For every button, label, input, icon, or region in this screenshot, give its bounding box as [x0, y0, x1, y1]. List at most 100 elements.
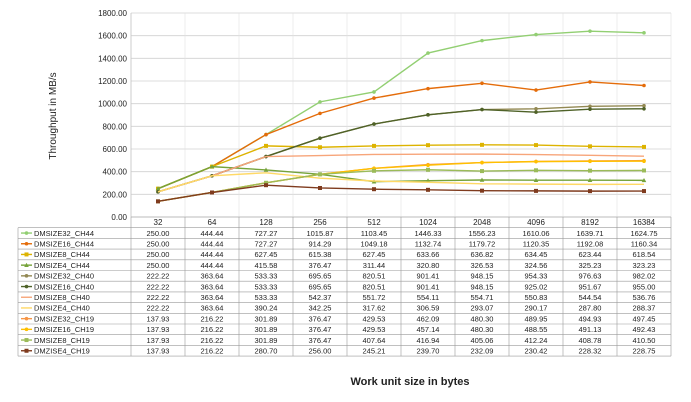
data-label: 1049.18 — [360, 240, 387, 249]
data-point — [426, 163, 430, 167]
data-label: 342.25 — [309, 304, 332, 313]
data-point — [372, 122, 376, 126]
y-tick-label: 1200.00 — [98, 77, 127, 86]
data-label: 695.65 — [309, 282, 332, 291]
data-label: 1160.34 — [631, 240, 658, 249]
data-point — [318, 136, 322, 140]
data-label: 634.45 — [525, 250, 548, 259]
data-point — [642, 159, 646, 163]
data-label: 480.30 — [471, 325, 494, 334]
legend-entry: DMSIZE16_CH40 — [34, 282, 94, 291]
x-tick-label: 4096 — [527, 218, 545, 227]
x-axis-label: Work unit size in bytes — [351, 376, 470, 388]
y-axis-label: Throughput in MB/s — [48, 72, 59, 159]
data-label: 287.80 — [579, 304, 602, 313]
legend-key-marker — [24, 338, 29, 343]
data-point — [480, 188, 484, 193]
data-label: 948.15 — [471, 272, 494, 281]
series-line — [157, 169, 645, 203]
legend-entry: DMSIZE8_CH40 — [34, 293, 90, 302]
data-label: 216.22 — [201, 314, 224, 323]
data-point — [426, 86, 430, 91]
data-label: 533.33 — [255, 293, 278, 302]
data-point — [534, 110, 538, 114]
data-label: 444.44 — [201, 250, 224, 259]
legend-entry: DMSIZE32_CH44 — [34, 229, 94, 238]
data-point — [587, 177, 593, 182]
legend-key-marker — [24, 327, 29, 332]
data-point — [534, 168, 538, 173]
series-line — [157, 153, 645, 193]
data-label: 1624.75 — [630, 229, 657, 238]
data-point — [318, 185, 322, 190]
data-point — [533, 177, 539, 183]
data-label: 1556.23 — [468, 229, 495, 238]
data-point — [534, 32, 538, 37]
data-label: 326.53 — [471, 261, 494, 270]
data-label: 222.22 — [147, 272, 170, 281]
data-label: 412.24 — [525, 336, 548, 345]
data-label: 1446.33 — [414, 229, 441, 238]
data-point — [642, 168, 646, 173]
legend-key-marker — [24, 274, 29, 278]
data-label: 1179.72 — [469, 240, 496, 249]
data-point — [642, 144, 646, 149]
data-label: 376.47 — [309, 325, 332, 334]
data-label: 954.33 — [525, 272, 548, 281]
data-label: 293.07 — [471, 304, 494, 313]
data-label: 982.02 — [633, 272, 656, 281]
data-label: 627.45 — [363, 250, 386, 259]
data-label: 323.23 — [633, 261, 656, 270]
x-tick-label: 2048 — [473, 218, 491, 227]
data-label: 1103.45 — [361, 229, 388, 238]
data-point — [588, 80, 592, 84]
legend-entry: DMSIZE8_CH44 — [34, 250, 90, 259]
y-tick-label: 0.00 — [111, 213, 127, 222]
table-row: DMSIZE8_CH19 137.93 216.22 301.89 376.47 407.… — [21, 336, 655, 345]
legend-entry: DMSIZE8_CH19 — [34, 336, 90, 345]
data-label: 416.94 — [417, 336, 440, 345]
data-label: 914.29 — [309, 240, 332, 249]
x-tick-label: 64 — [208, 218, 217, 227]
data-label: 222.22 — [147, 282, 170, 291]
data-label: 250.00 — [147, 250, 170, 259]
data-label: 1120.35 — [523, 240, 550, 249]
data-label: 301.89 — [255, 336, 278, 345]
data-point — [588, 104, 592, 109]
data-point — [263, 167, 269, 172]
data-point — [534, 107, 538, 111]
x-tick-label: 8192 — [581, 218, 599, 227]
data-label: 542.37 — [309, 293, 332, 302]
x-tick-label: 32 — [154, 218, 163, 227]
table-row: DMSIZE32_CH19 137.93 216.22 301.89 376.47 429… — [21, 314, 655, 323]
data-label: 311.44 — [363, 261, 385, 270]
legend-entry: DMZISE4_CH19 — [34, 347, 90, 356]
data-point — [588, 144, 592, 149]
data-point — [534, 188, 538, 193]
data-label: 1192.08 — [577, 240, 604, 249]
series-line — [157, 172, 645, 193]
data-label: 290.17 — [525, 304, 548, 313]
data-label: 955.00 — [633, 282, 656, 291]
data-label: 457.14 — [417, 325, 440, 334]
table-row: DMSIZE32_CH40 222.22 363.64 533.33 695.65 820… — [21, 272, 655, 281]
data-point — [425, 178, 431, 183]
data-label: 1132.74 — [415, 240, 442, 249]
data-label: 405.06 — [471, 336, 494, 345]
data-label: 250.00 — [147, 261, 170, 270]
data-label: 492.43 — [633, 325, 656, 334]
data-point — [372, 143, 376, 148]
data-point — [264, 183, 268, 188]
data-label: 216.22 — [201, 347, 224, 356]
data-point — [588, 189, 592, 194]
data-label: 444.44 — [201, 240, 224, 249]
data-label: 250.00 — [147, 240, 170, 249]
legend-entry: DMSIZE16_CH44 — [34, 240, 94, 249]
data-label: 901.41 — [417, 282, 440, 291]
data-label: 551.72 — [363, 293, 386, 302]
data-point — [588, 159, 592, 164]
series-DMSIZE8_CH40 — [157, 153, 645, 193]
data-point — [642, 83, 646, 88]
data-point — [534, 159, 538, 164]
